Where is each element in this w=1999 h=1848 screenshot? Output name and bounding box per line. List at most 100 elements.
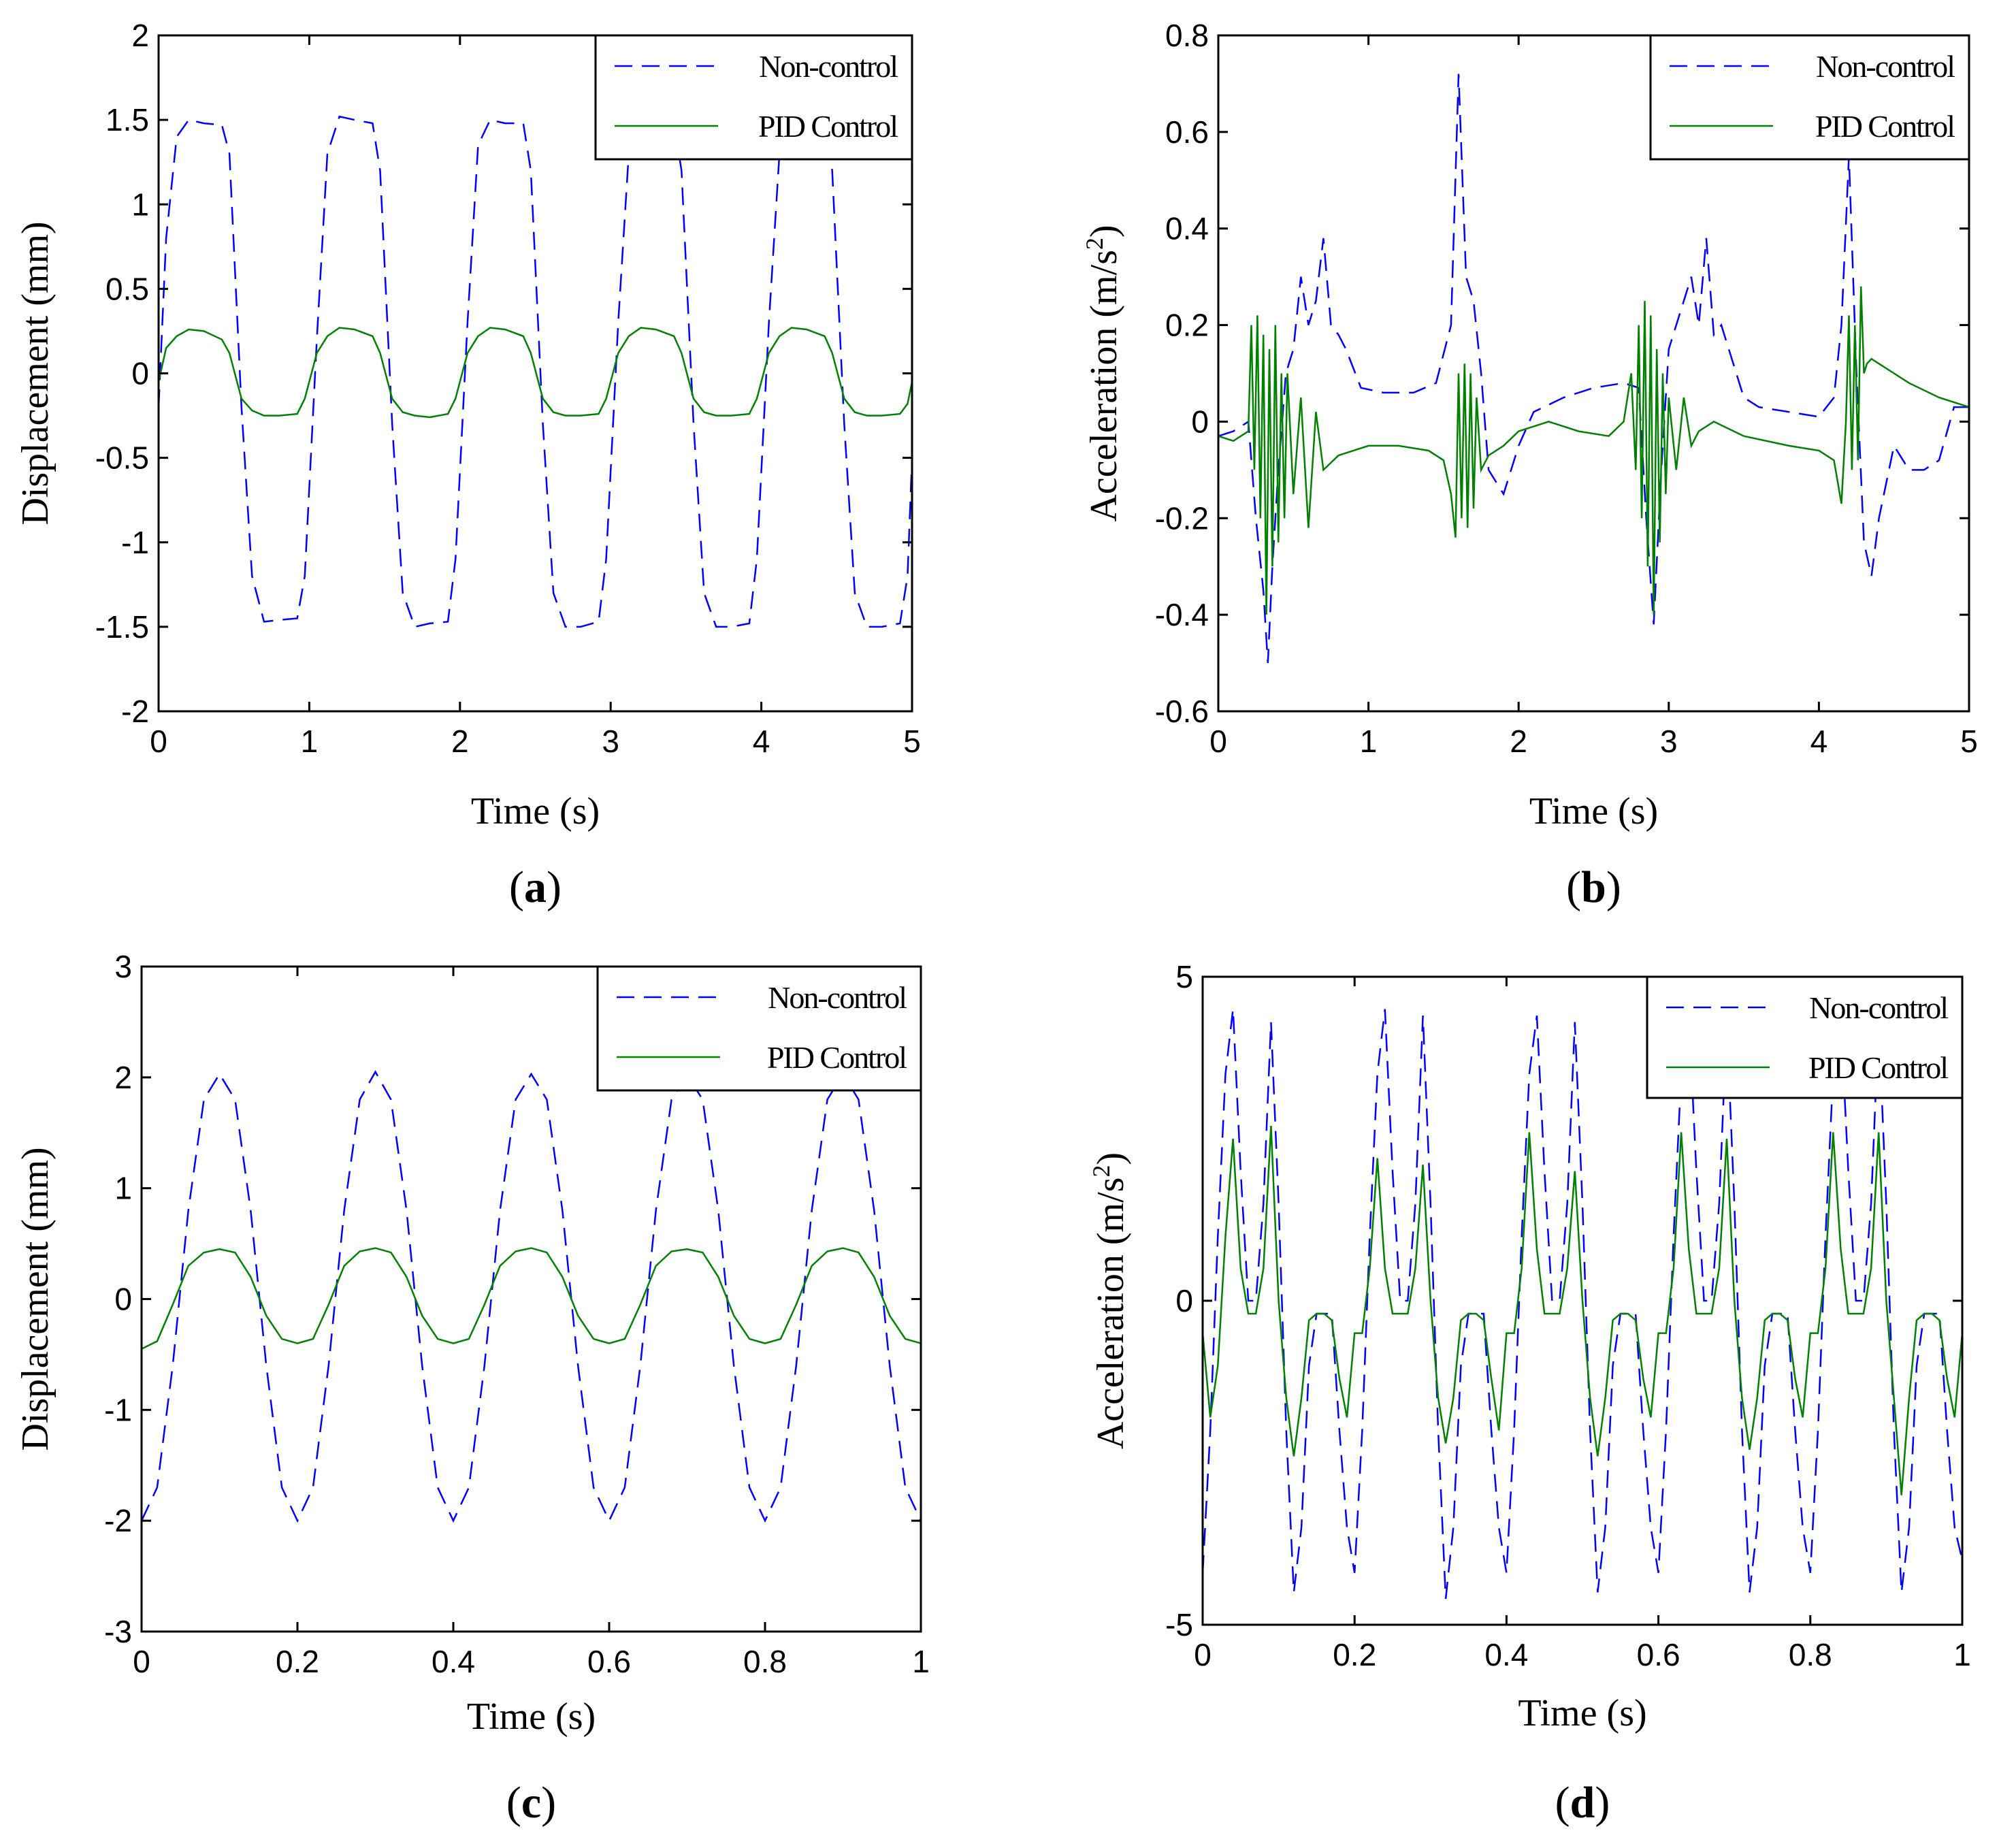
panel-caption-open: (: [506, 1778, 521, 1828]
y-tick-label: -0.5: [95, 440, 149, 476]
x-axis-label: Time (s): [1518, 1692, 1646, 1734]
legend: Non-control PID Control: [1649, 34, 1970, 161]
panel-caption-letter: b: [1581, 862, 1606, 912]
y-tick-label: 1: [131, 187, 149, 222]
x-tick-label: 1: [1360, 724, 1378, 759]
y-axis-label-text: Acceleration (m/s: [1090, 1178, 1132, 1450]
panel-caption-letter: c: [521, 1778, 541, 1828]
y-tick-label: 0: [1175, 1283, 1193, 1318]
legend: Non-control PID Control: [596, 965, 922, 1092]
y-tick-label: 0.8: [1165, 18, 1209, 53]
x-tick-label: 2: [1510, 724, 1527, 759]
x-axis-label: Time (s): [467, 1696, 596, 1738]
x-tick-label: 0: [150, 724, 167, 759]
y-tick-label: 0.5: [105, 271, 149, 306]
x-tick-label: 4: [753, 724, 770, 759]
y-axis-label-text: Acceleration (m/s: [1083, 250, 1125, 522]
y-tick-label: 2: [131, 18, 149, 53]
y-axis-label: Acceleration (m/s2): [1088, 1152, 1132, 1449]
x-tick-label: 0.8: [743, 1644, 787, 1679]
series-line-non-control: [1218, 74, 1969, 664]
y-tick-label: 1: [114, 1171, 132, 1206]
x-axis-label: Time (s): [1529, 790, 1658, 832]
x-tick-label: 0.6: [587, 1644, 631, 1679]
legend: Non-control PID Control: [1646, 975, 1964, 1099]
x-tick-label: 4: [1810, 724, 1828, 759]
panel-caption-letter: d: [1570, 1778, 1595, 1828]
x-tick-label: 3: [1660, 724, 1678, 759]
panel-caption: (d): [1555, 1778, 1610, 1828]
panel-caption: (b): [1566, 862, 1621, 912]
y-tick-label: 0: [1191, 404, 1209, 439]
x-tick-label: 1: [301, 724, 319, 759]
legend-box: [596, 965, 922, 1092]
legend-label: Non-control: [1816, 49, 1955, 84]
legend-label: PID Control: [1808, 1050, 1948, 1085]
x-tick-label: 1: [1953, 1637, 1971, 1672]
x-tick-label: 0.4: [432, 1644, 475, 1679]
panel-caption: (a): [509, 862, 562, 912]
x-tick-label: 0.2: [1333, 1637, 1376, 1672]
x-tick-label: 0: [1194, 1637, 1212, 1672]
y-tick-label: -1: [104, 1392, 132, 1427]
panel-caption: (c): [506, 1778, 556, 1828]
legend-label: PID Control: [1815, 109, 1955, 144]
x-tick-label: 0: [1209, 724, 1227, 759]
x-tick-label: 1: [912, 1644, 930, 1679]
y-tick-label: 0.4: [1165, 211, 1209, 246]
x-tick-label: 0.6: [1637, 1637, 1680, 1672]
y-tick-label: 0: [114, 1282, 132, 1317]
panel-caption-close: ): [541, 1778, 556, 1828]
legend-box: [594, 34, 913, 161]
y-tick-label: -3: [104, 1614, 132, 1649]
panel-caption-open: (: [509, 862, 524, 912]
x-tick-label: 3: [602, 724, 619, 759]
y-tick-label: 2: [114, 1060, 132, 1095]
y-axis-label-tail: ): [1083, 225, 1125, 238]
legend-label: PID Control: [767, 1040, 907, 1075]
x-axis-label: Time (s): [471, 790, 600, 832]
x-tick-label: 0.2: [276, 1644, 319, 1679]
y-tick-label: 0.6: [1165, 114, 1209, 150]
series-line-non-control: [159, 115, 912, 628]
y-tick-label: -5: [1165, 1607, 1193, 1642]
panel-caption-letter: a: [524, 862, 547, 912]
series-line-pid-control: [1203, 1125, 1962, 1495]
series-line-pid-control: [1218, 286, 1969, 615]
y-tick-label: 3: [114, 949, 132, 984]
legend-box: [1646, 975, 1964, 1099]
y-axis-label-tail: ): [1090, 1152, 1132, 1165]
y-tick-label: -2: [104, 1503, 132, 1538]
y-axis-label-text: Displacement (mm): [14, 221, 56, 525]
y-tick-label: -1.5: [95, 609, 149, 645]
y-tick-label: -1: [121, 525, 149, 560]
y-axis-label-text: Displacement (mm): [14, 1147, 56, 1450]
y-axis-label-superscript: 2: [1088, 1165, 1115, 1178]
series-line-pid-control: [142, 1247, 921, 1350]
x-tick-label: 2: [451, 724, 469, 759]
y-tick-label: 0.2: [1165, 308, 1209, 343]
x-tick-label: 5: [903, 724, 921, 759]
y-axis-label-superscript: 2: [1081, 238, 1108, 250]
y-tick-label: -0.6: [1155, 694, 1209, 729]
legend-label: Non-control: [1809, 990, 1948, 1025]
panel-caption-close: ): [547, 862, 562, 912]
chart-panel-c: 0 0.2 0.4 0.6 0.8 1 -3 -2 -1 0 1 2 3 Time (s) Displace…: [14, 949, 930, 1828]
y-axis-label: Acceleration (m/s2): [1081, 225, 1125, 521]
x-tick-label: 0.8: [1789, 1637, 1832, 1672]
legend-label: Non-control: [759, 49, 898, 84]
legend: Non-control PID Control: [594, 34, 913, 161]
y-axis-label: Displacement (mm): [14, 221, 56, 525]
panel-caption-open: (: [1566, 862, 1581, 912]
y-tick-label: 0: [131, 356, 149, 391]
y-tick-label: 1.5: [105, 102, 149, 137]
x-tick-label: 0: [133, 1644, 150, 1679]
panel-caption-close: ): [1595, 1778, 1610, 1828]
y-tick-label: -0.2: [1155, 500, 1209, 536]
panel-caption-open: (: [1555, 1778, 1570, 1828]
series-line-pid-control: [159, 327, 912, 419]
